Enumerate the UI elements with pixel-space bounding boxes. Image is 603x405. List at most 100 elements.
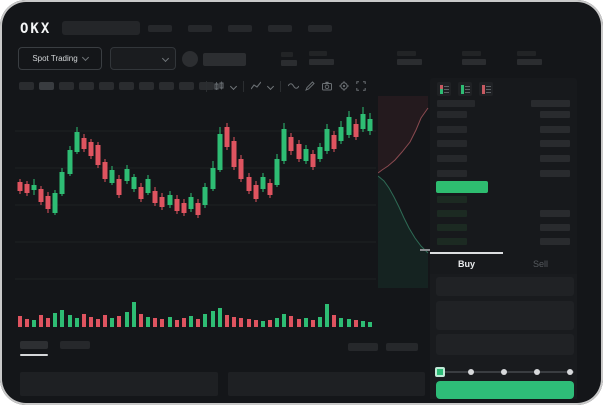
trading-mode-label: Spot Trading — [32, 54, 78, 63]
volume-bar — [125, 312, 129, 327]
bottom-tab-active[interactable] — [20, 341, 48, 349]
candle-body — [102, 162, 108, 179]
volume-bar — [232, 317, 236, 327]
gear-icon[interactable] — [339, 81, 349, 91]
volume-bar — [261, 321, 265, 327]
nav-item-5[interactable] — [308, 25, 332, 32]
slider-stop-100pct[interactable] — [567, 369, 573, 375]
candle-body — [95, 145, 101, 165]
candle-body — [174, 199, 180, 211]
timeframe-button-3[interactable] — [59, 82, 74, 90]
coin-icon — [182, 51, 198, 67]
chart-footer-control-2[interactable] — [386, 343, 418, 351]
camera-icon[interactable] — [322, 81, 332, 91]
candle-type-icon[interactable] — [214, 81, 224, 91]
timeframe-button-9[interactable] — [179, 82, 194, 90]
ask-price-placeholder — [437, 170, 467, 177]
candle-body — [253, 185, 259, 199]
candle-body — [267, 183, 273, 195]
chevron-down-icon[interactable] — [229, 82, 238, 90]
orderbook-view-combined-icon[interactable] — [437, 82, 451, 96]
timeframe-button-5[interactable] — [99, 82, 114, 90]
volume-bar — [318, 317, 322, 327]
bid-row-2[interactable] — [430, 210, 577, 218]
volume-bar — [304, 318, 308, 327]
ask-price-placeholder — [437, 126, 467, 133]
chevron-down-icon[interactable] — [266, 82, 275, 90]
candle-body — [88, 142, 94, 156]
nav-item-1[interactable] — [148, 25, 172, 32]
buy-submit-button[interactable] — [436, 381, 574, 399]
candle-body — [24, 184, 30, 193]
timeframe-button-8[interactable] — [159, 82, 174, 90]
active-tab-underline — [20, 354, 48, 356]
candle-body — [52, 193, 58, 213]
ask-row-3[interactable] — [430, 140, 577, 148]
depth-chart[interactable] — [378, 96, 433, 292]
orderbook-view-bids-icon[interactable] — [458, 82, 472, 96]
bid-row-4[interactable] — [430, 238, 577, 246]
expand-icon[interactable] — [356, 81, 366, 91]
last-price-stat — [281, 52, 297, 66]
timeframe-button-6[interactable] — [119, 82, 134, 90]
slider-handle[interactable] — [435, 367, 445, 377]
candle-body — [59, 172, 65, 194]
candle-body — [159, 197, 165, 207]
candle-body — [303, 149, 309, 161]
bid-price-placeholder — [437, 210, 467, 217]
volume-bar — [325, 304, 329, 327]
candlestick-chart[interactable] — [15, 98, 376, 330]
pencil-icon[interactable] — [305, 81, 315, 91]
volume-bar — [168, 317, 172, 327]
indicator-icon[interactable] — [251, 81, 261, 91]
orderbook-view-asks-icon[interactable] — [479, 82, 493, 96]
candle-body — [224, 127, 230, 147]
ask-row-5[interactable] — [430, 170, 577, 178]
ask-row-2[interactable] — [430, 126, 577, 134]
timeframe-button-2[interactable] — [39, 82, 54, 90]
candle-body — [74, 132, 80, 152]
candle-body — [167, 195, 173, 205]
volume-bar — [268, 320, 272, 327]
pair-dropdown[interactable] — [110, 47, 176, 70]
candle-body — [116, 179, 122, 195]
ask-price-placeholder — [437, 155, 467, 162]
candle-body — [38, 189, 44, 202]
slider-stop-50pct[interactable] — [501, 369, 507, 375]
bottom-tab-2[interactable] — [60, 341, 90, 349]
nav-item-3[interactable] — [228, 25, 252, 32]
timeframe-button-4[interactable] — [79, 82, 94, 90]
nav-item-2[interactable] — [188, 25, 212, 32]
volume-bar — [53, 313, 57, 327]
active-trade-tab-indicator — [430, 252, 503, 254]
chart-footer-control-1[interactable] — [348, 343, 378, 351]
amount-slider[interactable] — [435, 367, 574, 377]
ask-row-4[interactable] — [430, 155, 577, 163]
timeframe-button-1[interactable] — [19, 82, 34, 90]
trading-mode-selector[interactable]: Spot Trading — [18, 47, 102, 70]
ask-row-1[interactable] — [430, 111, 577, 119]
nav-item-4[interactable] — [268, 25, 292, 32]
volume-bar — [25, 319, 29, 327]
tab-sell[interactable]: Sell — [532, 259, 548, 269]
volume-bar — [89, 317, 93, 327]
volume-bar — [146, 317, 150, 327]
candle-body — [67, 150, 73, 174]
timeframe-button-7[interactable] — [139, 82, 154, 90]
candle-body — [346, 117, 352, 135]
bid-row-3[interactable] — [430, 224, 577, 232]
volume-bar — [282, 314, 286, 327]
wave-icon[interactable] — [288, 81, 299, 91]
last-price-highlight[interactable] — [436, 181, 488, 193]
slider-stop-75pct[interactable] — [534, 369, 540, 375]
search-input[interactable] — [62, 21, 140, 35]
candle-body — [152, 191, 158, 203]
amount-input[interactable] — [436, 301, 574, 330]
tab-buy[interactable]: Buy — [457, 259, 475, 269]
depth-bids-line — [378, 175, 429, 254]
bid-row-1[interactable] — [430, 196, 577, 204]
total-input[interactable] — [436, 334, 574, 355]
slider-stop-25pct[interactable] — [468, 369, 474, 375]
volume-bar — [368, 322, 372, 327]
price-input[interactable] — [436, 277, 574, 296]
